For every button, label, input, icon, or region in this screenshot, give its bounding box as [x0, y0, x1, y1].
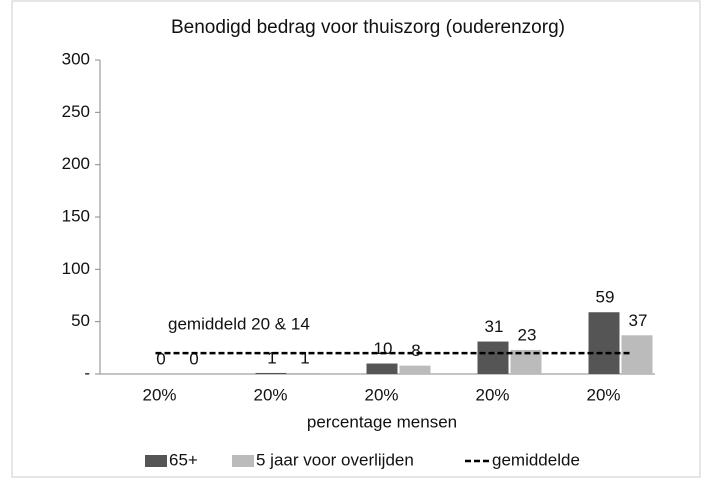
annotation: gemiddeld 20 & 14	[168, 314, 310, 333]
data-label: 37	[629, 311, 648, 330]
y-tick-label: 100	[62, 259, 90, 278]
data-label: 59	[596, 288, 615, 307]
x-axis-label: percentage mensen	[307, 412, 457, 431]
x-tick-label: 20%	[364, 385, 398, 404]
data-label: 23	[518, 325, 537, 344]
bar	[288, 372, 320, 374]
data-label: 1	[300, 348, 309, 367]
legend-swatch	[232, 455, 254, 467]
y-tick-label: 300	[62, 49, 90, 68]
legend-label: 5 jaar voor overlijden	[256, 450, 414, 469]
x-tick-label: 20%	[475, 385, 509, 404]
y-tick-label: -	[84, 363, 90, 382]
data-label: 10	[374, 339, 393, 358]
y-tick-label: 150	[62, 206, 90, 225]
bar	[477, 341, 509, 374]
data-label: 1	[267, 348, 276, 367]
bar	[399, 365, 431, 374]
legend-swatch	[145, 455, 167, 467]
chart-title: Benodigd bedrag voor thuiszorg (ouderenz…	[171, 17, 565, 38]
data-label: 0	[189, 349, 198, 368]
data-label: 31	[485, 317, 504, 336]
data-label: 0	[156, 349, 165, 368]
bar	[255, 372, 287, 374]
bar	[621, 335, 653, 374]
y-tick-label: 50	[71, 311, 90, 330]
y-tick-label: 250	[62, 102, 90, 121]
legend-label: gemiddelde	[492, 450, 580, 469]
data-label: 8	[411, 341, 420, 360]
bar	[366, 363, 398, 374]
x-tick-label: 20%	[586, 385, 620, 404]
x-tick-label: 20%	[253, 385, 287, 404]
legend-label: 65+	[169, 450, 198, 469]
y-tick-label: 200	[62, 154, 90, 173]
x-tick-label: 20%	[142, 385, 176, 404]
chart-frame	[11, 0, 701, 478]
bar	[588, 312, 620, 374]
